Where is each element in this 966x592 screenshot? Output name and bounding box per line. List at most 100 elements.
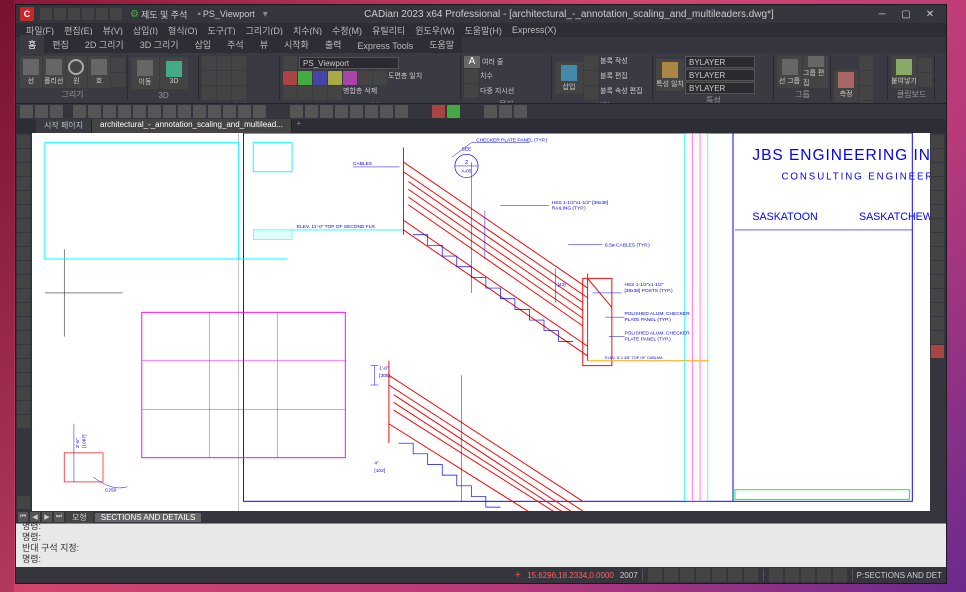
status-lwt-icon[interactable] [744, 568, 758, 582]
layer-tool-3[interactable] [313, 71, 327, 85]
rt-8-icon[interactable] [931, 233, 944, 246]
modify-icon-9[interactable] [232, 86, 246, 100]
match-button[interactable]: 특성 일치 [656, 59, 684, 91]
rt-7-icon[interactable] [931, 219, 944, 232]
qat-undo-icon[interactable] [96, 8, 108, 20]
tool-dim-6[interactable] [365, 105, 378, 118]
lt-spline-icon[interactable] [17, 219, 30, 232]
workspace-dropdown[interactable]: 제도 및 주석 [141, 8, 187, 21]
layer-tool-11[interactable] [328, 86, 342, 100]
cmd-prompt[interactable]: 명령: [22, 554, 940, 565]
menu-help[interactable]: 도움말(H) [461, 24, 506, 37]
tool-dim-3[interactable] [320, 105, 333, 118]
rt-9-icon[interactable] [931, 247, 944, 260]
tab-home[interactable]: 홈 [20, 35, 44, 53]
status-snap-icon[interactable] [648, 568, 662, 582]
rt-5-icon[interactable] [931, 191, 944, 204]
status-grid-icon[interactable] [664, 568, 678, 582]
viewport-combo[interactable]: PS_Viewport [299, 57, 399, 69]
qat-print-icon[interactable] [82, 8, 94, 20]
doc-tab-file[interactable]: architectural_-_annotation_scaling_and_m… [92, 119, 292, 133]
rt-15-icon[interactable] [931, 331, 944, 344]
modify-icon-7[interactable] [202, 86, 216, 100]
lt-point-icon[interactable] [17, 247, 30, 260]
lt-20-icon[interactable] [17, 401, 30, 414]
doc-tab-add[interactable]: + [292, 119, 306, 133]
layer-tool-2[interactable] [298, 71, 312, 85]
lt-16-icon[interactable] [17, 345, 30, 358]
qat-save-icon[interactable] [68, 8, 80, 20]
tool-7[interactable] [118, 105, 131, 118]
color-combo[interactable]: BYLAYER [685, 56, 755, 68]
tool-11[interactable] [178, 105, 191, 118]
status-otrack-icon[interactable] [728, 568, 742, 582]
rt-12-icon[interactable] [931, 289, 944, 302]
tool-9[interactable] [148, 105, 161, 118]
move-button[interactable]: 이동 [131, 57, 159, 89]
status-osnap-icon[interactable] [712, 568, 726, 582]
group-edit-button[interactable]: 그룹 편집 [803, 56, 828, 88]
dim-icon[interactable] [464, 69, 478, 83]
tool-v-2[interactable] [499, 105, 512, 118]
line-button[interactable]: 선 [20, 56, 42, 88]
layer-tool-7[interactable] [373, 71, 387, 85]
arc-button[interactable]: 호 [88, 56, 110, 88]
rt-zoom-icon[interactable] [931, 163, 944, 176]
status-polar-icon[interactable] [696, 568, 710, 582]
lt-block-icon[interactable] [17, 289, 30, 302]
lt-text-icon[interactable] [17, 261, 30, 274]
tool-13[interactable] [208, 105, 221, 118]
minimize-button[interactable]: ─ [870, 6, 894, 22]
block-edit-icon[interactable] [584, 71, 598, 85]
status-ortho-icon[interactable] [680, 568, 694, 582]
modify-icon-8[interactable] [217, 86, 231, 100]
tool-snap-2[interactable] [447, 105, 460, 118]
linetype-combo[interactable]: BYLAYER [685, 69, 755, 81]
layer-icon[interactable] [283, 56, 297, 70]
tool-dim-4[interactable] [335, 105, 348, 118]
lt-dim-icon[interactable] [17, 275, 30, 288]
rt-13-icon[interactable] [931, 303, 944, 316]
lineweight-combo[interactable]: BYLAYER [685, 82, 755, 94]
draw-more-icon[interactable] [111, 58, 125, 72]
leader-icon[interactable] [464, 84, 478, 98]
tab-view[interactable]: 뷰 [252, 35, 276, 53]
modify-icon-1[interactable] [202, 56, 216, 70]
lt-21-icon[interactable] [17, 415, 30, 428]
viewport-dropdown[interactable]: PS_Viewport [203, 9, 255, 19]
tab-edit[interactable]: 편집 [44, 35, 77, 53]
tool-15[interactable] [238, 105, 251, 118]
rt-orbit-icon[interactable] [931, 177, 944, 190]
tool-5[interactable] [88, 105, 101, 118]
lt-14-icon[interactable] [17, 317, 30, 330]
tool-12[interactable] [193, 105, 206, 118]
drawing-canvas[interactable]: 2 A-05 SEE CHECKER PLATE PANEL (TYP.) [32, 133, 930, 511]
tool-v-3[interactable] [514, 105, 527, 118]
lt-line-icon[interactable] [17, 135, 30, 148]
lt-ucs-icon[interactable] [17, 496, 30, 509]
tool-dim-5[interactable] [350, 105, 363, 118]
layer-tool-4[interactable] [328, 71, 342, 85]
layer-tool-8[interactable] [283, 86, 297, 100]
tool-1[interactable] [20, 105, 33, 118]
tool-dim-8[interactable] [395, 105, 408, 118]
close-button[interactable]: ✕ [918, 6, 942, 22]
tool-10[interactable] [163, 105, 176, 118]
rt-pan-icon[interactable] [931, 149, 944, 162]
modify-icon-2[interactable] [217, 56, 231, 70]
status-qp-icon[interactable] [785, 568, 799, 582]
layer-tool-1[interactable] [283, 71, 297, 85]
modify-icon-4[interactable] [202, 71, 216, 85]
cut-icon[interactable] [918, 73, 932, 87]
tab-3d[interactable]: 3D 그리기 [132, 35, 187, 53]
lt-rect-icon[interactable] [17, 191, 30, 204]
tool-v-1[interactable] [484, 105, 497, 118]
lt-13-icon[interactable] [17, 303, 30, 316]
tool-4[interactable] [73, 105, 86, 118]
paste-button[interactable]: 붙여넣기 [891, 56, 917, 88]
menu-utility[interactable]: 유틸리티 [368, 24, 409, 37]
lt-19-icon[interactable] [17, 387, 30, 400]
command-window[interactable]: 명령: 명령: 반대 구석 지정: 명령: [16, 523, 946, 567]
util-icon-3[interactable] [859, 86, 873, 100]
circle-button[interactable]: 원 [66, 56, 88, 88]
